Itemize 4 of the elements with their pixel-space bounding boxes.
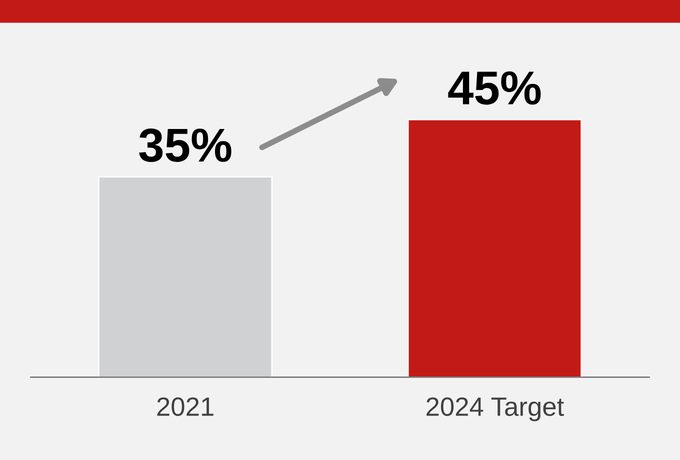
data-label: 35% — [139, 128, 232, 162]
data-label: 45% — [448, 71, 541, 105]
x-tick-label: 2021 — [157, 397, 214, 416]
x-tick-label: 2024 Target — [426, 397, 564, 422]
